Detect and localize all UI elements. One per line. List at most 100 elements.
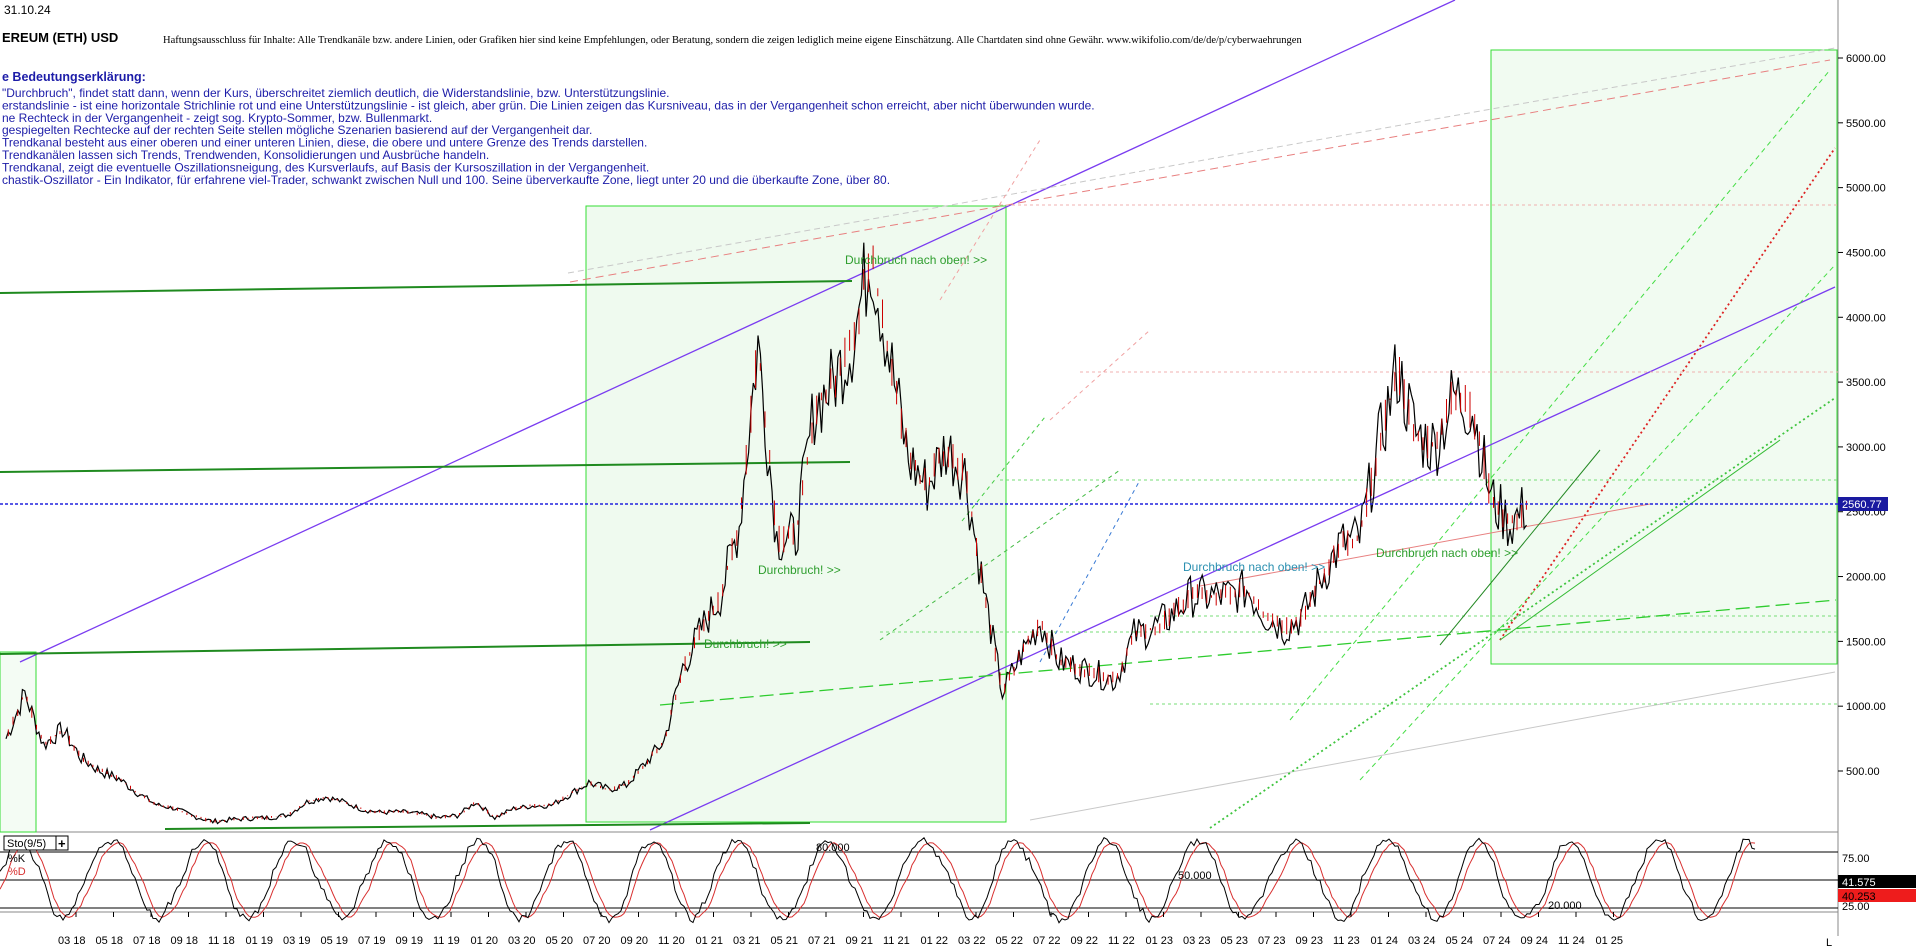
time-tick-label: 03 24	[1408, 935, 1436, 947]
price-tick-label: 5000.00	[1846, 183, 1886, 195]
time-tick-label: 11 20	[658, 935, 685, 947]
stochastic-panel	[0, 837, 1756, 924]
price-tick-label: 6000.00	[1846, 53, 1886, 65]
time-tick-label: 11 21	[883, 935, 910, 947]
legend-lines: "Durchbruch", findet statt dann, wenn de…	[2, 86, 1095, 187]
add-indicator-icon: +	[58, 836, 66, 851]
current-price-tag	[1838, 497, 1888, 511]
bull-market-box-2018	[0, 651, 37, 833]
level-green-1	[0, 280, 853, 294]
time-axis-corner: L	[1826, 937, 1832, 948]
stochastic-level-20: 20.000	[1548, 900, 1582, 912]
stochastic-level-80: 80.000	[816, 842, 850, 854]
time-tick-label: 03 21	[733, 935, 761, 947]
time-tick-label: 05 20	[546, 935, 574, 947]
trend-purple-upper	[19, 0, 1456, 663]
price-tick-label: 3500.00	[1846, 377, 1886, 389]
legend-line: "Durchbruch", findet statt dann, wenn de…	[2, 86, 670, 100]
time-tick-label: 07 22	[1033, 935, 1061, 947]
sup-green-long	[659, 599, 1837, 706]
sup-green-channel-2	[1289, 69, 1831, 721]
res-red-2	[1199, 503, 1651, 587]
time-tick-label: 05 24	[1446, 935, 1474, 947]
stochastic-k-value: 41.575	[1842, 877, 1876, 889]
time-tick-label: 03 22	[958, 935, 986, 947]
price-tick-label: 1000.00	[1846, 701, 1886, 713]
time-tick-label: 05 23	[1221, 935, 1249, 947]
annotations: Durchbruch nach oben! >> Durchbruch! >> Du…	[704, 253, 1518, 651]
stochastic-tick-75: 75.00	[1842, 853, 1870, 865]
annotation-breakout: Durchbruch nach oben! >>	[1376, 546, 1518, 560]
time-tick-label: 01 20	[471, 935, 499, 947]
time-tick-label: 07 18	[133, 935, 161, 947]
time-tick-label: 05 21	[771, 935, 799, 947]
time-tick-label: 07 23	[1258, 935, 1286, 947]
time-tick-label: 01 22	[921, 935, 949, 947]
mirrored-scenario-box	[1490, 49, 1838, 665]
time-tick-label: 01 24	[1371, 935, 1399, 947]
time-tick-label: 01 25	[1596, 935, 1624, 947]
time-tick-label: 03 19	[283, 935, 311, 947]
chart-title: EREUM (ETH) USD	[2, 30, 118, 45]
time-tick-label: 11 23	[1333, 935, 1360, 947]
stochastic-d-label: %D	[8, 866, 26, 878]
stochastic-k-label: %K	[8, 853, 26, 865]
price-tick-label: 4000.00	[1846, 312, 1886, 324]
price-tick-label: 2000.00	[1846, 572, 1886, 584]
legend-line: erstandslinie - ist eine horizontale Str…	[2, 98, 1095, 112]
price-series	[5, 242, 1527, 825]
legend-line: Trendkanal, zeigt die eventuelle Oszilla…	[2, 160, 649, 174]
scenario-rectangles	[0, 49, 1838, 833]
time-tick-label: 03 18	[58, 935, 86, 947]
price-tick-label: 3000.00	[1846, 442, 1886, 454]
time-tick-label: 07 24	[1483, 935, 1511, 947]
time-tick-label: 03 23	[1183, 935, 1211, 947]
trend-purple-lower	[649, 286, 1836, 831]
sup-green-dotted	[1209, 397, 1836, 829]
time-axis: 03 18 05 18 07 18 09 18 11 18 01 19 03 19 05 19…	[58, 912, 1623, 947]
time-tick-label: 01 23	[1146, 935, 1174, 947]
sup-green-4	[1439, 449, 1601, 646]
time-tick-label: 05 19	[321, 935, 349, 947]
time-tick-label: 09 19	[396, 935, 424, 947]
time-tick-label: 09 20	[621, 935, 649, 947]
stochastic-k-line	[0, 837, 1756, 924]
level-green-3	[0, 641, 811, 655]
sup-green-6	[961, 416, 1046, 522]
sup-green-3	[1499, 439, 1781, 641]
stochastic-d-line	[0, 842, 1756, 918]
legend-line: chastik-Oszillator - Ein Indikator, für …	[2, 173, 890, 187]
time-tick-label: 01 21	[696, 935, 724, 947]
gray-long-lower	[1029, 671, 1836, 821]
level-green-4	[164, 822, 811, 830]
time-tick-label: 09 21	[846, 935, 874, 947]
level-green-2	[0, 461, 851, 473]
price-tick-label: 500.00	[1846, 766, 1880, 778]
time-tick-label: 07 21	[808, 935, 836, 947]
stochastic-level-50: 50.000	[1178, 870, 1212, 882]
down-candles	[7, 245, 1527, 823]
time-tick-label: 07 19	[358, 935, 386, 947]
time-tick-label: 09 23	[1296, 935, 1324, 947]
time-tick-label: 05 22	[996, 935, 1024, 947]
bull-market-box-2021	[585, 205, 1007, 823]
blue-dash	[1039, 479, 1141, 663]
time-tick-label: 09 22	[1071, 935, 1099, 947]
time-tick-label: 07 20	[583, 935, 611, 947]
annotation-breakout: Durchbruch nach oben! >>	[845, 253, 987, 267]
stochastic-title: Sto(9/5)	[7, 838, 46, 850]
sup-green-5	[879, 469, 1121, 641]
res-red-7	[1049, 329, 1151, 421]
disclaimer-text: Haftungsausschluss für Inhalte: Alle Tre…	[163, 35, 1302, 46]
current-price-value: 2560.77	[1842, 499, 1882, 511]
res-red-1	[569, 59, 1831, 283]
price-tick-label: 4500.00	[1846, 247, 1886, 259]
add-indicator-button[interactable]	[55, 835, 69, 851]
price-tick-label: 5500.00	[1846, 118, 1886, 130]
stochastic-tick-25: 25.00	[1842, 901, 1870, 913]
time-tick-label: 01 19	[246, 935, 274, 947]
header-date: 31.10.24	[4, 3, 51, 17]
time-tick-label: 11 18	[208, 935, 235, 947]
price-axis: 6000.00 5500.00 5000.00 4500.00 4000.00 3500.…	[1838, 53, 1886, 778]
